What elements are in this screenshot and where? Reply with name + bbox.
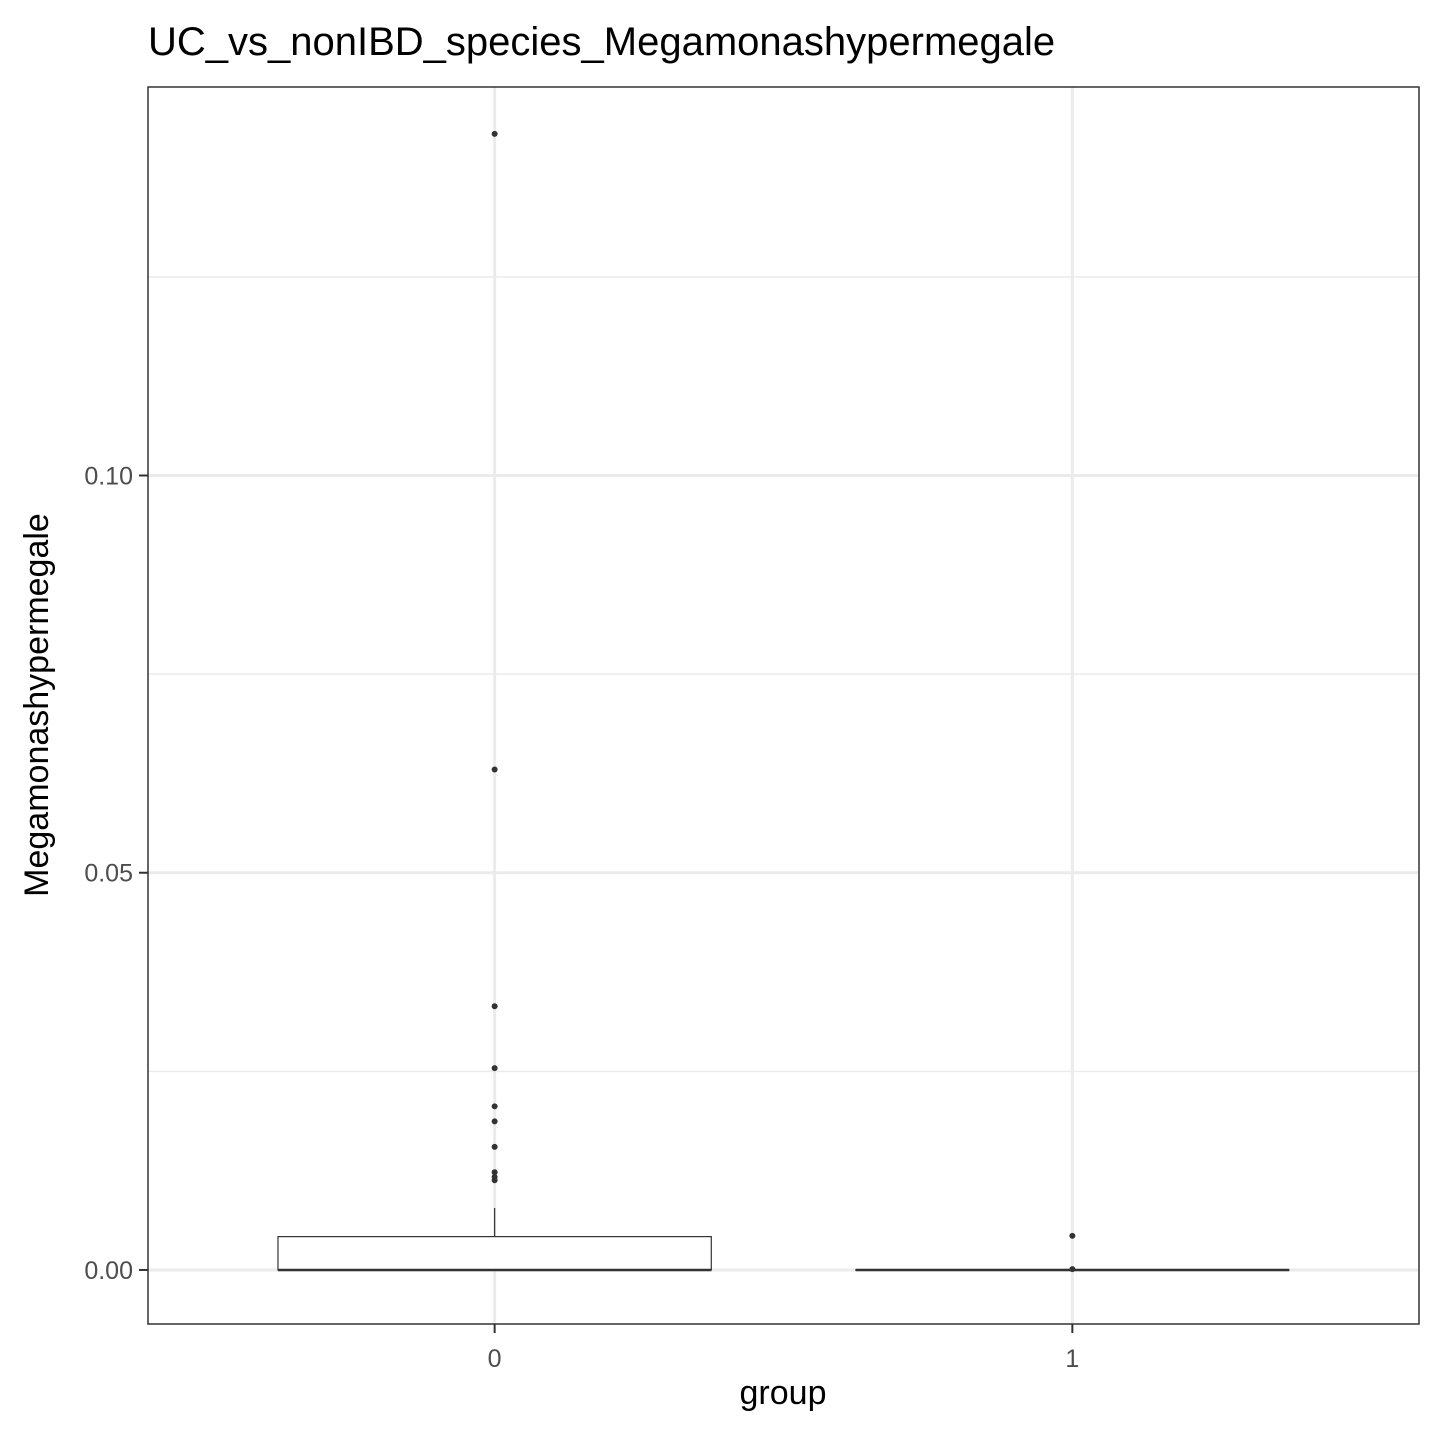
outlier-point bbox=[491, 1065, 498, 1072]
box-group-0 bbox=[277, 1236, 712, 1271]
outlier-point bbox=[491, 1103, 498, 1110]
outlier-point bbox=[491, 1003, 498, 1010]
chart-title: UC_vs_nonIBD_species_Megamonashypermegal… bbox=[148, 20, 1055, 64]
x-tick-label: 1 bbox=[1065, 1345, 1079, 1373]
outlier-point bbox=[491, 1118, 498, 1125]
outlier-layer bbox=[491, 130, 1076, 1273]
outlier-point bbox=[491, 1177, 498, 1184]
y-tick-label: 0.10 bbox=[84, 462, 133, 490]
y-axis: 0.00 0.05 0.10 bbox=[84, 462, 148, 1285]
x-axis-title: group bbox=[740, 1374, 827, 1412]
panel-border bbox=[147, 86, 1420, 1325]
outlier-point bbox=[491, 1143, 498, 1150]
outlier-point bbox=[1069, 1232, 1076, 1239]
x-tick-label: 0 bbox=[488, 1345, 502, 1373]
outlier-point bbox=[1069, 1266, 1076, 1273]
outlier-point bbox=[491, 766, 498, 773]
y-tick-label: 0.00 bbox=[84, 1257, 133, 1285]
y-axis-title: Megamonashypermegale bbox=[18, 513, 56, 897]
outlier-point bbox=[491, 130, 498, 137]
minor-gridlines bbox=[148, 276, 1419, 1073]
outlier-point bbox=[491, 1169, 498, 1176]
y-tick-label: 0.05 bbox=[84, 860, 133, 888]
